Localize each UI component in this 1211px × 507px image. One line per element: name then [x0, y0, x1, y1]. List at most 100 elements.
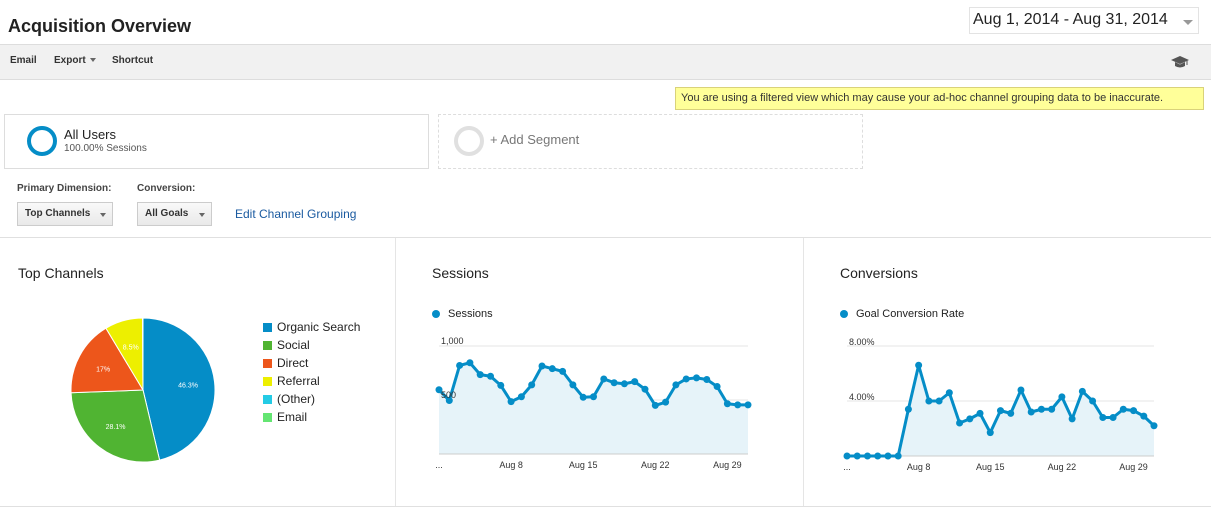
- date-range-picker[interactable]: Aug 1, 2014 - Aug 31, 2014: [969, 7, 1199, 34]
- primary-dimension-dropdown[interactable]: Top Channels: [17, 202, 113, 226]
- data-point[interactable]: [863, 452, 871, 460]
- data-point[interactable]: [445, 397, 453, 405]
- top-channels-pie-chart[interactable]: 46.3% 28.1% 17% 8.5%: [60, 308, 226, 472]
- data-point[interactable]: [1130, 407, 1138, 415]
- data-point[interactable]: [1068, 415, 1076, 423]
- data-point[interactable]: [579, 393, 587, 401]
- data-point[interactable]: [744, 401, 752, 409]
- edit-channel-grouping-link[interactable]: Edit Channel Grouping: [235, 207, 357, 221]
- add-segment-button[interactable]: + Add Segment: [438, 114, 863, 169]
- data-point[interactable]: [1109, 414, 1117, 421]
- data-point[interactable]: [1150, 422, 1158, 430]
- sessions-line-chart[interactable]: 1,000 500... Aug 8 Aug 15 Aug 22 Aug 29: [420, 330, 790, 480]
- data-point[interactable]: [620, 380, 628, 388]
- data-point[interactable]: [1048, 405, 1056, 413]
- conversions-series-label: Goal Conversion Rate: [840, 308, 964, 320]
- data-point[interactable]: [935, 397, 943, 405]
- caret-down-icon: [100, 213, 106, 217]
- data-point[interactable]: [734, 401, 742, 409]
- data-point[interactable]: [1099, 414, 1107, 421]
- data-point[interactable]: [487, 372, 494, 380]
- data-point[interactable]: [528, 381, 536, 389]
- data-point[interactable]: [843, 452, 851, 460]
- data-point[interactable]: [641, 385, 649, 393]
- date-range-value: Aug 1, 2014 - Aug 31, 2014: [973, 11, 1168, 28]
- data-point[interactable]: [915, 361, 923, 369]
- data-point[interactable]: [1078, 387, 1086, 395]
- data-point[interactable]: [884, 452, 892, 460]
- data-point[interactable]: [713, 383, 721, 390]
- conversions-series-name: Goal Conversion Rate: [856, 308, 965, 320]
- data-point[interactable]: [1007, 409, 1015, 417]
- data-point[interactable]: [1027, 408, 1035, 416]
- conversions-title: Conversions: [840, 265, 918, 281]
- data-point[interactable]: [435, 386, 443, 394]
- data-point[interactable]: [966, 415, 974, 423]
- y-tick-label: 8.00%: [849, 337, 875, 347]
- data-point[interactable]: [853, 452, 861, 460]
- data-point[interactable]: [600, 375, 608, 383]
- top-channels-legend: Organic Search Social Direct Referral (Other…: [263, 318, 360, 426]
- data-point[interactable]: [1058, 393, 1066, 401]
- legend-item: Email: [263, 408, 360, 426]
- data-point[interactable]: [904, 405, 912, 413]
- pie-slice-direct[interactable]: [70, 327, 144, 394]
- conversion-dropdown[interactable]: All Goals: [137, 202, 212, 226]
- report-toolbar: Email Export Shortcut: [0, 44, 1211, 80]
- segment-ring-icon: [27, 126, 57, 156]
- data-point[interactable]: [590, 393, 597, 401]
- legend-swatch: [263, 322, 272, 332]
- export-button[interactable]: Export: [54, 55, 96, 66]
- shortcut-button[interactable]: Shortcut: [112, 55, 154, 66]
- y-tick-label: 4.00%: [849, 392, 875, 402]
- filtered-view-warning: You are using a filtered view which may …: [675, 87, 1204, 110]
- email-button[interactable]: Email: [10, 55, 37, 66]
- empty-segment-ring-icon: [454, 126, 484, 156]
- conversion-value: All Goals: [145, 208, 189, 219]
- data-point[interactable]: [723, 400, 731, 408]
- data-point[interactable]: [693, 374, 700, 382]
- data-point[interactable]: [507, 398, 515, 406]
- data-point[interactable]: [894, 452, 902, 460]
- pie-slice-social[interactable]: [70, 389, 161, 463]
- data-point[interactable]: [997, 407, 1004, 415]
- data-point[interactable]: [466, 359, 474, 367]
- data-point[interactable]: [672, 381, 680, 389]
- x-tick-label: Aug 8: [499, 460, 523, 470]
- graduation-cap-icon[interactable]: [1171, 55, 1189, 69]
- data-point[interactable]: [517, 393, 525, 401]
- data-point[interactable]: [631, 378, 639, 386]
- data-point[interactable]: [1037, 405, 1045, 413]
- data-point[interactable]: [956, 419, 964, 427]
- data-point[interactable]: [610, 379, 618, 387]
- x-tick-label: Aug 15: [569, 460, 598, 470]
- data-point[interactable]: [476, 371, 484, 379]
- chevron-down-icon: [1183, 20, 1193, 25]
- data-point[interactable]: [651, 401, 659, 409]
- data-point[interactable]: [986, 429, 994, 437]
- conversions-line-chart[interactable]: 8.00% 4.00%... Aug 8 Aug 15 Aug 22 Aug 29: [828, 330, 1198, 480]
- series-dot-icon: [432, 310, 440, 318]
- data-point[interactable]: [976, 409, 984, 417]
- data-point[interactable]: [662, 398, 670, 406]
- data-point[interactable]: [925, 397, 933, 405]
- data-point[interactable]: [559, 367, 567, 375]
- data-point[interactable]: [1017, 386, 1025, 394]
- data-point[interactable]: [945, 389, 953, 397]
- data-point[interactable]: [569, 381, 577, 389]
- data-point[interactable]: [497, 381, 505, 389]
- data-point[interactable]: [548, 365, 556, 373]
- data-point[interactable]: [1119, 405, 1127, 413]
- data-point[interactable]: [456, 361, 464, 369]
- pie-slice-organic-search[interactable]: [142, 317, 216, 461]
- data-point[interactable]: [682, 375, 690, 383]
- segment-all-users[interactable]: All Users 100.00% Sessions: [4, 114, 429, 169]
- data-point[interactable]: [874, 452, 882, 460]
- data-point[interactable]: [1089, 397, 1097, 405]
- data-point[interactable]: [538, 362, 546, 370]
- data-point[interactable]: [1140, 412, 1148, 420]
- section-divider: [0, 237, 1211, 238]
- y-tick-label: 1,000: [441, 336, 464, 346]
- data-point[interactable]: [703, 375, 711, 383]
- page-title: Acquisition Overview: [8, 16, 192, 36]
